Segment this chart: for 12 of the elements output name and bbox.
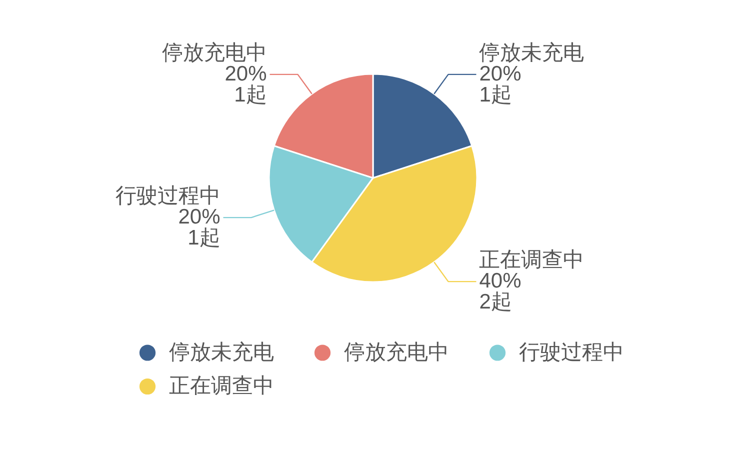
legend-label: 正在调查中 xyxy=(169,374,274,398)
slice-label: 停放充电中 xyxy=(162,41,267,64)
data-label: 20% 1起 xyxy=(178,206,220,250)
slice-label: 行驶过程中 xyxy=(115,184,220,208)
legend-label: 行驶过程中 xyxy=(519,340,624,364)
slice-label: 正在调查中 xyxy=(479,248,584,272)
legend-label: 停放充电中 xyxy=(344,340,449,364)
legend-label: 停放未充电 xyxy=(169,340,274,364)
data-label: 40% 2起 xyxy=(479,270,522,314)
data-label: 20% 1起 xyxy=(479,62,522,106)
slice-label: 停放未充电 xyxy=(479,41,584,64)
data-label: 20% 1起 xyxy=(224,62,267,106)
